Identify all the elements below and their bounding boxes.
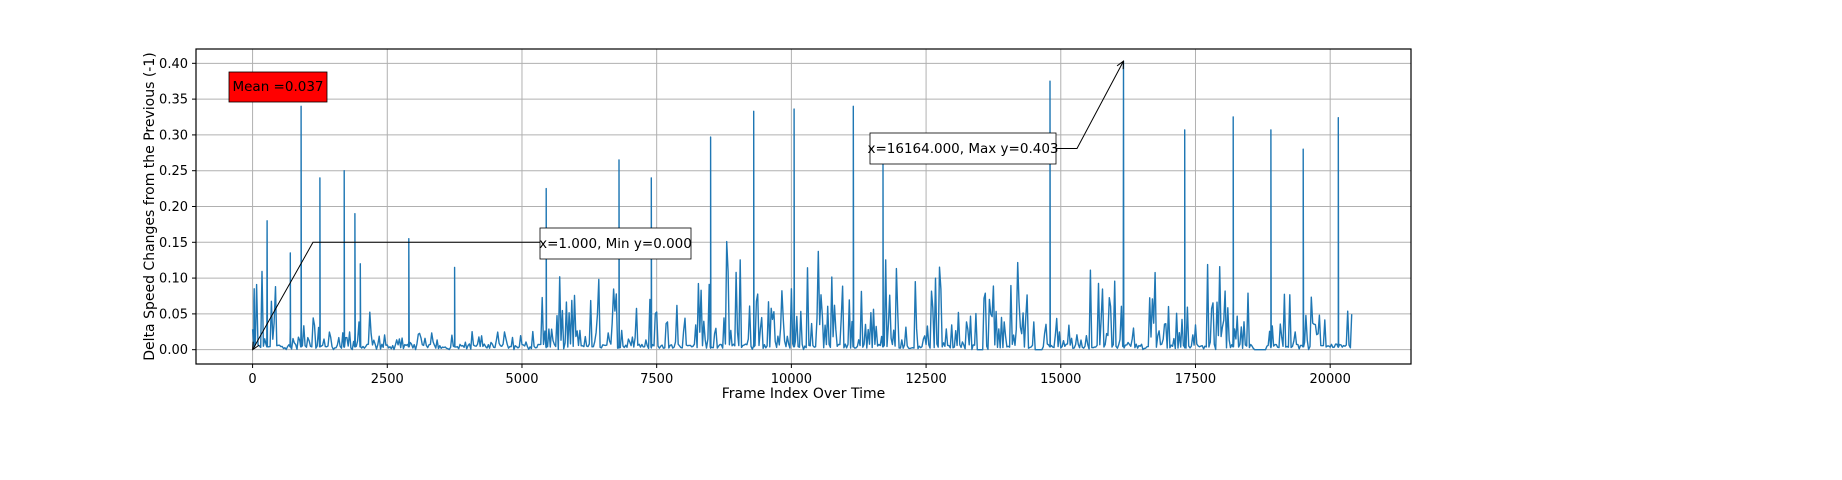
x-tick-label: 15000 [1040, 372, 1081, 387]
y-tick-label: 0.15 [159, 236, 188, 251]
y-axis-label: Delta Speed Changes from the Previous (-… [142, 52, 158, 360]
x-tick-label: 20000 [1309, 372, 1350, 387]
max-annotation-arrow [1056, 60, 1124, 149]
y-tick-label: 0.25 [159, 164, 188, 179]
min-annotation-text: x=1.000, Min y=0.000 [539, 236, 692, 252]
y-tick-label: 0.20 [159, 200, 188, 215]
min-annotation-arrowhead [252, 341, 260, 351]
min-annotation-box [539, 227, 692, 260]
x-tick-label: 12500 [905, 372, 946, 387]
series-line [251, 60, 1353, 351]
x-tick-label: 5000 [505, 372, 538, 387]
x-tick-label: 2500 [371, 372, 404, 387]
x-tick-label: 10000 [771, 372, 812, 387]
mean-annotation-text: Mean =0.037 [232, 79, 323, 95]
grid [196, 49, 1411, 364]
mean-annotation-box [228, 71, 328, 103]
x-tick-label: 0 [248, 372, 256, 387]
y-tick-label: 0.40 [159, 57, 188, 72]
y-tick-label: 0.10 [159, 272, 188, 287]
y-tick-label: 0.05 [159, 307, 188, 322]
x-tick-label: 17500 [1175, 372, 1216, 387]
x-tick-label: 7500 [640, 372, 673, 387]
min-annotation-arrow [252, 241, 540, 350]
axis-ticks: 0 2500 5000 7500 10000 12500 15000 17500 20000 0.… [159, 57, 1351, 387]
y-tick-label: 0.30 [159, 128, 188, 143]
max-annotation-arrowhead [1116, 60, 1125, 70]
max-annotation-box [869, 132, 1057, 165]
y-tick-label: 0.35 [159, 93, 188, 108]
x-axis-label: Frame Index Over Time [722, 386, 885, 402]
y-tick-label: 0.00 [159, 343, 188, 358]
max-annotation-text: x=16164.000, Max y=0.403 [867, 141, 1058, 157]
